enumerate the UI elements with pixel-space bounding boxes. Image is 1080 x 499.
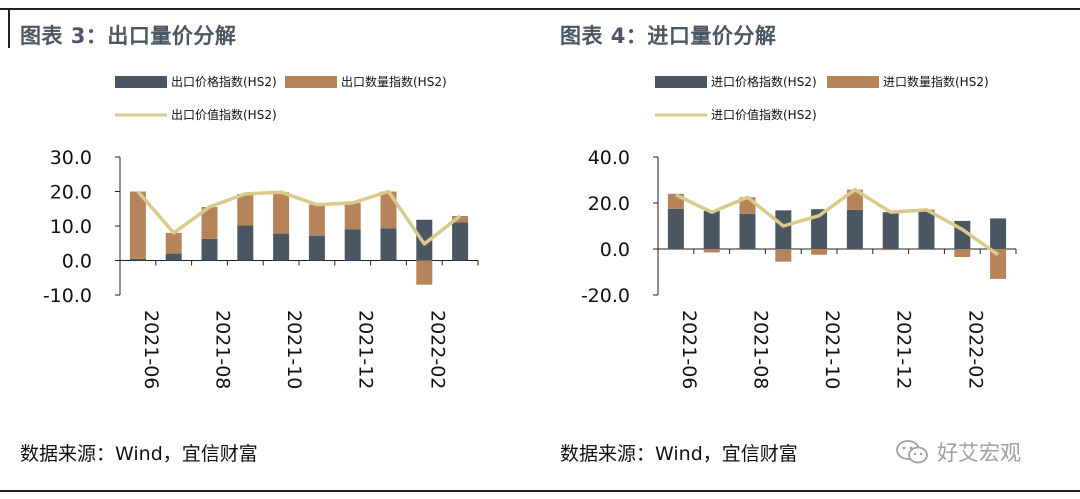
x-tick-label: 2021-08 bbox=[750, 310, 772, 389]
bar-price bbox=[667, 208, 684, 249]
bar-quantity bbox=[811, 249, 828, 255]
x-tick-label: 2022-02 bbox=[964, 310, 986, 389]
y-tick-label: -20.0 bbox=[581, 285, 630, 307]
legend-swatch-0 bbox=[655, 76, 707, 88]
export-chart-source: 数据来源：Wind，宜信财富 bbox=[20, 443, 258, 465]
bar-quantity bbox=[452, 215, 469, 223]
export-chart-panel: 出口价格指数(HS2) 出口数量指数(HS2) 出口价值指数(HS2) 30.0 20.… bbox=[20, 24, 479, 465]
bar-price bbox=[344, 229, 361, 261]
bar-price bbox=[380, 228, 397, 261]
bar-price bbox=[129, 258, 146, 261]
legend: 进口价格指数(HS2) 进口数量指数(HS2) 进口价值指数(HS2) bbox=[655, 74, 989, 122]
x-tick-label: 2021-10 bbox=[821, 310, 843, 389]
bar-price bbox=[237, 225, 254, 261]
legend-label-2: 进口价值指数(HS2) bbox=[711, 107, 817, 122]
bar-quantity bbox=[344, 202, 361, 230]
bar-price bbox=[739, 213, 756, 249]
export-chart-title: 图表 3：出口量价分解 bbox=[20, 24, 237, 48]
y-tick-label: 20.0 bbox=[588, 193, 630, 215]
y-tick-label: -10.0 bbox=[43, 285, 92, 307]
x-tick-label: 2021-12 bbox=[355, 310, 377, 389]
import-chart: 进口价格指数(HS2) 进口数量指数(HS2) 进口价值指数(HS2) 40.0 20.… bbox=[581, 74, 1017, 389]
bottom-rule bbox=[0, 490, 1080, 492]
legend-swatch-1 bbox=[285, 76, 337, 88]
bar-quantity bbox=[775, 249, 792, 262]
bar-price bbox=[416, 219, 433, 261]
bar-price bbox=[918, 211, 935, 249]
legend-label-1: 进口数量指数(HS2) bbox=[883, 74, 989, 89]
bar-quantity bbox=[703, 249, 720, 253]
legend-swatch-0 bbox=[115, 76, 167, 88]
bar-quantity bbox=[380, 191, 397, 229]
bar-price bbox=[882, 212, 899, 249]
bar-quantity bbox=[165, 232, 182, 254]
y-tick-label: 10.0 bbox=[50, 216, 92, 238]
bar-quantity bbox=[237, 193, 254, 226]
x-tick-label: 2021-10 bbox=[283, 310, 305, 389]
x-tick-label: 2021-06 bbox=[140, 310, 162, 389]
legend-label-1: 出口数量指数(HS2) bbox=[341, 74, 447, 89]
legend-swatch-1 bbox=[827, 76, 879, 88]
legend-label-0: 进口价格指数(HS2) bbox=[711, 74, 817, 89]
bar-quantity bbox=[201, 207, 218, 239]
x-tick-labels: 2021-06 2021-08 2021-10 2021-12 2022-02 bbox=[678, 310, 986, 389]
title-accent-bar bbox=[8, 8, 10, 48]
x-tick-label: 2021-06 bbox=[678, 310, 700, 389]
x-tick-labels: 2021-06 2021-08 2021-10 2021-12 2022-02 bbox=[140, 310, 448, 389]
legend: 出口价格指数(HS2) 出口数量指数(HS2) 出口价值指数(HS2) bbox=[115, 74, 447, 122]
x-tick-label: 2021-12 bbox=[893, 310, 915, 389]
bar-price bbox=[703, 211, 720, 249]
wechat-watermark: 好艾宏观 bbox=[895, 437, 1021, 467]
bar-price bbox=[308, 235, 325, 261]
value-line bbox=[675, 187, 1000, 257]
axes: 30.0 20.0 10.0 0.0 -10.0 bbox=[43, 147, 479, 307]
bar-price bbox=[775, 210, 792, 249]
legend-label-2: 出口价值指数(HS2) bbox=[171, 107, 277, 122]
x-tick-label: 2022-02 bbox=[426, 310, 448, 389]
y-tick-label: 40.0 bbox=[588, 147, 630, 169]
bar-quantity bbox=[308, 204, 325, 236]
watermark-text: 好艾宏观 bbox=[937, 441, 1021, 465]
bar-price bbox=[273, 233, 290, 261]
bar-price bbox=[990, 218, 1007, 249]
import-chart-source: 数据来源：Wind，宜信财富 bbox=[560, 443, 798, 465]
bar-price bbox=[165, 253, 182, 261]
export-chart: 出口价格指数(HS2) 出口数量指数(HS2) 出口价值指数(HS2) 30.0 20.… bbox=[43, 74, 479, 389]
bar-quantity bbox=[416, 260, 433, 285]
y-tick-label: 0.0 bbox=[62, 251, 92, 273]
value-line bbox=[136, 189, 462, 246]
bars bbox=[129, 191, 469, 285]
y-tick-label: 20.0 bbox=[50, 182, 92, 204]
y-tick-label: 30.0 bbox=[50, 147, 92, 169]
bars bbox=[667, 189, 1007, 279]
top-rule bbox=[0, 8, 1080, 10]
import-chart-panel: 进口价格指数(HS2) 进口数量指数(HS2) 进口价值指数(HS2) 40.0 20.… bbox=[540, 0, 1080, 499]
bar-price bbox=[452, 222, 469, 261]
y-tick-label: 0.0 bbox=[600, 239, 630, 261]
bar-quantity bbox=[954, 249, 971, 258]
legend-label-0: 出口价格指数(HS2) bbox=[171, 74, 277, 89]
wechat-icon bbox=[896, 440, 928, 464]
x-tick-label: 2021-08 bbox=[212, 310, 234, 389]
import-chart-title: 图表 4：进口量价分解 bbox=[560, 24, 777, 48]
bar-price bbox=[201, 238, 218, 261]
bar-price bbox=[811, 209, 828, 249]
axes: 40.0 20.0 0.0 -20.0 bbox=[581, 147, 1017, 307]
bar-price bbox=[846, 209, 863, 249]
bar-quantity bbox=[273, 192, 290, 234]
bar-quantity bbox=[990, 249, 1007, 279]
bar-quantity bbox=[129, 191, 146, 259]
bar-quantity bbox=[882, 249, 899, 251]
